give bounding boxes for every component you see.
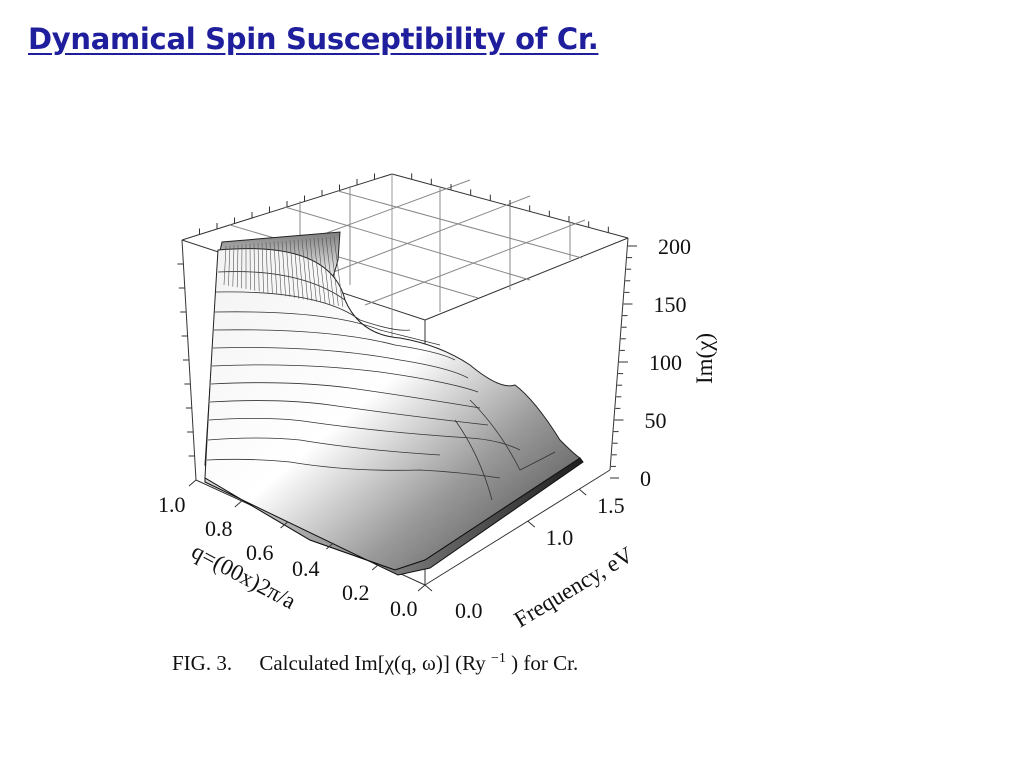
surface-main (204, 248, 581, 571)
peak-wall-stripe (253, 243, 256, 291)
peak-wall-stripe (228, 245, 231, 286)
peak-wall-stripe (333, 236, 344, 307)
peak-wall-stripe (273, 241, 278, 295)
im-chi-axis: 200 150 100 50 0 (610, 234, 691, 491)
svg-text:FIG. 3. Calculated Im[χ(: FIG. 3. Calculated Im[χ(q, ω)] (Ry −1 ) … (172, 643, 578, 675)
grid-line (229, 224, 479, 299)
q-tick-label: 0.2 (342, 580, 370, 605)
im-chi-tick-label: 0 (640, 466, 651, 491)
contour-line (211, 364, 479, 393)
peak-wall-stripe (269, 242, 273, 294)
q-axis: 1.0 0.8 0.6 0.4 0.2 0.0 (158, 479, 426, 621)
im-chi-tick-label: 150 (654, 292, 687, 317)
frequency-axis-label: Frequency, eV (510, 542, 638, 633)
caption-tail: ) for Cr. (511, 651, 578, 675)
contour-line (209, 400, 489, 426)
contour-line (208, 418, 521, 451)
frequency-axis: 0.0 1.0 1.5 (424, 488, 625, 623)
peak-wall-stripe (236, 244, 239, 288)
top-tick-marks (177, 173, 633, 467)
peak-wall-stripe (281, 241, 286, 297)
caption-text: Calculated Im[χ(q, ω)] (Ry (259, 651, 486, 675)
peak-wall-stripe (329, 236, 339, 306)
peak-wall-stripe (321, 237, 330, 305)
caption-fig-label: FIG. 3. (172, 651, 232, 675)
q-tick-mark (188, 479, 197, 487)
peak-wall-stripe (305, 238, 313, 302)
im-chi-tick-label: 50 (645, 408, 667, 433)
peak-wall-stripe (257, 243, 260, 292)
peak-wall-stripe (301, 239, 308, 301)
surface-front-flank (204, 457, 584, 576)
frequency-tick-mark (424, 584, 433, 592)
peak-wall-stripe (261, 242, 264, 293)
frequency-tick-label: 1.0 (546, 525, 574, 550)
peak-wall-stripe (325, 237, 335, 306)
q-tick-label: 0.6 (246, 540, 274, 565)
peak-wall-stripes (223, 236, 344, 307)
q-tick-label: 0.0 (390, 596, 418, 621)
frequency-tick-label: 1.5 (597, 493, 625, 518)
peak-wall-stripe (223, 245, 227, 286)
im-chi-tick-label: 100 (649, 350, 682, 375)
q-tick-mark (371, 563, 380, 571)
peak-wall-stripe (265, 242, 269, 294)
im-chi-axis-label: Im(χ) (692, 333, 717, 384)
q-tick-label: 0.8 (205, 516, 233, 541)
q-tick-mark (234, 500, 243, 508)
contour-line (215, 291, 411, 331)
im-chi-tick-label: 200 (658, 234, 691, 259)
slide-title: Dynamical Spin Susceptibility of Cr. (28, 22, 599, 56)
contour-line (217, 271, 346, 301)
frequency-tick-mark (527, 520, 536, 528)
contour-line (454, 419, 493, 501)
peak-wall-stripe (293, 240, 300, 299)
q-tick-label: 1.0 (158, 492, 186, 517)
contour-line (212, 347, 469, 379)
peak-wall-stripe (289, 240, 295, 298)
frequency-tick-label: 0.0 (455, 598, 483, 623)
peak-wall-stripe (317, 237, 326, 304)
contour-line (214, 311, 441, 346)
frequency-tick-mark (578, 488, 587, 496)
contour-line (213, 329, 456, 361)
peak-wall-stripe (277, 241, 282, 296)
peak-wall-stripe (313, 238, 322, 303)
grid-line (337, 190, 583, 259)
contour-line (207, 437, 441, 456)
surface (204, 231, 584, 576)
q-tick-label: 0.4 (292, 556, 320, 581)
peak-wall-stripe (285, 240, 291, 298)
q-tick-mark (417, 584, 426, 592)
figure-caption: FIG. 3. Calculated Im[χ(q, ω)] (Ry −1 ) … (172, 643, 578, 675)
peak-wall-stripe (309, 238, 317, 302)
q-tick-mark (326, 542, 334, 550)
caption-superscript: −1 (491, 651, 506, 666)
contour-lines (206, 271, 556, 501)
grid-line (364, 219, 586, 306)
q-tick-mark (280, 521, 288, 529)
box-edge (609, 237, 629, 471)
contour-line (210, 382, 481, 409)
peak-wall-stripe (232, 245, 235, 287)
peak-wall-stripe (297, 239, 304, 300)
q-axis-label: q=(00x)2π/a (188, 538, 300, 614)
contour-line (469, 399, 556, 471)
contour-line (206, 458, 501, 479)
